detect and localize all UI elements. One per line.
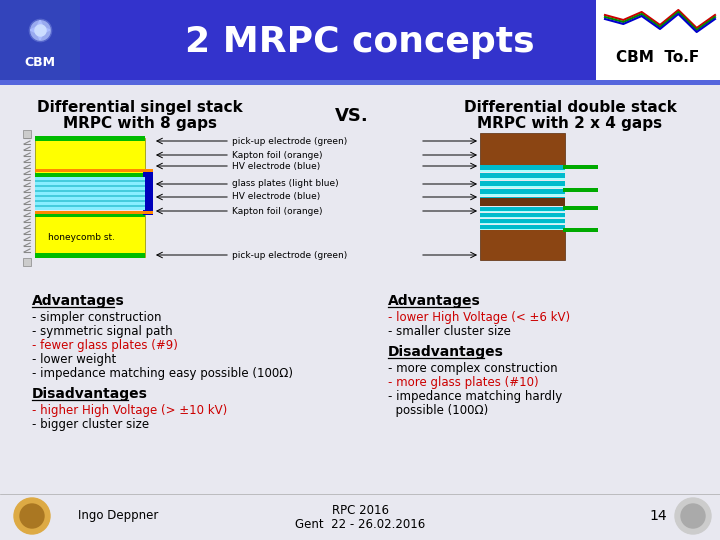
Bar [35, 211, 153, 214]
Circle shape [675, 498, 711, 534]
Text: - more complex construction: - more complex construction [388, 362, 557, 375]
Bar [23, 258, 31, 266]
Bar [563, 206, 598, 210]
Text: HV electrode (blue): HV electrode (blue) [232, 192, 320, 201]
Bar [563, 228, 598, 232]
Bar [0, 0, 80, 80]
Text: - impedance matching easy possible (100Ω): - impedance matching easy possible (100Ω… [32, 367, 293, 380]
Bar [23, 130, 31, 138]
Bar [480, 133, 565, 165]
Circle shape [681, 504, 705, 528]
Bar [480, 173, 565, 178]
Text: Advantages: Advantages [32, 294, 125, 308]
Bar [480, 170, 565, 172]
Text: 2 MRPC concepts: 2 MRPC concepts [185, 25, 535, 59]
Bar [35, 205, 145, 207]
Text: honeycomb st.: honeycomb st. [48, 233, 115, 242]
Text: Kapton foil (orange): Kapton foil (orange) [232, 151, 323, 159]
Text: possible (100Ω): possible (100Ω) [388, 404, 488, 417]
Circle shape [14, 498, 50, 534]
Bar [35, 180, 145, 182]
Bar [563, 188, 598, 192]
Bar [35, 212, 145, 217]
Bar [0, 80, 720, 85]
Text: - more glass plates (#10): - more glass plates (#10) [388, 376, 539, 389]
Bar [35, 169, 153, 172]
Bar [0, 0, 720, 80]
Bar [480, 217, 565, 218]
Text: pick-up electrode (green): pick-up electrode (green) [232, 251, 347, 260]
Text: RPC 2016: RPC 2016 [331, 504, 389, 517]
Text: - higher High Voltage (> ±10 kV): - higher High Voltage (> ±10 kV) [32, 404, 228, 417]
Text: Ingo Deppner: Ingo Deppner [78, 510, 158, 523]
Bar [35, 215, 145, 257]
Text: Advantages: Advantages [388, 294, 481, 308]
Text: pick-up electrode (green): pick-up electrode (green) [232, 137, 347, 145]
Bar [35, 185, 145, 187]
Text: - simpler construction: - simpler construction [32, 311, 161, 324]
Text: CBM  To.F: CBM To.F [616, 51, 700, 65]
Text: Differential singel stack: Differential singel stack [37, 100, 243, 115]
Text: Differential double stack: Differential double stack [464, 100, 676, 115]
Bar [35, 173, 145, 178]
Text: - bigger cluster size: - bigger cluster size [32, 418, 149, 431]
Bar [35, 138, 145, 176]
Bar [35, 195, 145, 197]
Text: VS.: VS. [335, 107, 369, 125]
Bar [480, 211, 565, 212]
Bar [480, 178, 565, 180]
Text: - lower weight: - lower weight [32, 353, 116, 366]
Text: HV electrode (blue): HV electrode (blue) [232, 161, 320, 171]
Text: glass plates (light blue): glass plates (light blue) [232, 179, 338, 188]
Bar [35, 200, 145, 202]
Bar [480, 219, 565, 223]
Bar [480, 189, 565, 194]
Bar [143, 170, 153, 215]
Bar [480, 223, 565, 224]
Text: MRPC with 2 x 4 gaps: MRPC with 2 x 4 gaps [477, 116, 662, 131]
Bar [480, 202, 565, 204]
Bar [480, 207, 565, 211]
Bar [480, 181, 565, 186]
Bar [35, 177, 145, 210]
Bar [480, 198, 565, 206]
Bar [480, 229, 565, 230]
Text: - smaller cluster size: - smaller cluster size [388, 325, 511, 338]
Text: CBM: CBM [24, 56, 55, 69]
Text: - lower High Voltage (< ±6 kV): - lower High Voltage (< ±6 kV) [388, 311, 570, 324]
Text: - impedance matching hardly: - impedance matching hardly [388, 390, 562, 403]
Text: - symmetric signal path: - symmetric signal path [32, 325, 173, 338]
Bar [563, 165, 598, 169]
Bar [480, 213, 565, 217]
Bar [480, 165, 565, 170]
Bar [480, 186, 565, 188]
Bar [480, 194, 565, 196]
Bar [35, 190, 145, 192]
Text: Disadvantages: Disadvantages [32, 387, 148, 401]
Bar [480, 197, 565, 202]
Bar [480, 228, 565, 260]
Text: Gent  22 - 26.02.2016: Gent 22 - 26.02.2016 [295, 518, 425, 531]
Text: MRPC with 8 gaps: MRPC with 8 gaps [63, 116, 217, 131]
Bar [480, 225, 565, 229]
Bar [596, 0, 720, 80]
Bar [35, 136, 145, 141]
Text: Disadvantages: Disadvantages [388, 345, 504, 359]
Bar [35, 253, 145, 258]
Text: - fewer glass plates (#9): - fewer glass plates (#9) [32, 339, 178, 352]
Circle shape [20, 504, 44, 528]
Text: 14: 14 [649, 509, 667, 523]
Text: Kapton foil (orange): Kapton foil (orange) [232, 206, 323, 215]
